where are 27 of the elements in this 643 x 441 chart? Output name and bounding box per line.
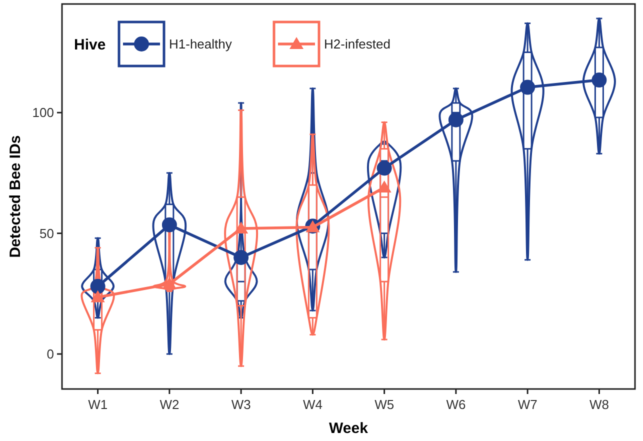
point [448,112,464,128]
point [90,278,106,294]
y-tick-label: 50 [40,226,54,241]
x-tick-label: W1 [88,397,108,412]
point [162,277,176,289]
point [162,217,177,232]
y-axis-title: Detected Bee IDs [7,135,24,258]
legend-label: H1-healthy [169,36,232,52]
x-axis-title: Week [329,420,369,437]
y-tick-label: 0 [46,346,54,362]
point [90,290,105,302]
point [377,180,392,192]
x-tick-label: W4 [302,397,322,412]
point [234,250,249,265]
x-tick-label: W2 [160,397,180,412]
y-tick-label: 100 [32,105,54,120]
x-tick-label: W5 [374,397,394,412]
x-tick-label: W8 [589,397,609,412]
legend-label: H2-infested [324,36,390,52]
point [376,160,392,176]
x-tick-label: W6 [446,397,466,412]
legend-title: Hive [74,36,106,54]
x-tick-label: W7 [518,397,538,412]
point [234,221,248,234]
x-tick-label: W3 [231,397,251,412]
point [520,80,536,95]
point [592,72,607,88]
